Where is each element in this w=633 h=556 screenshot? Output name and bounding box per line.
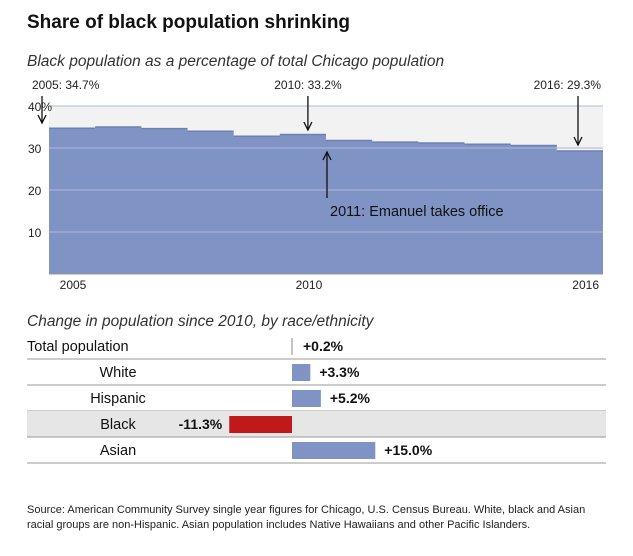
value-label: +15.0% xyxy=(384,442,432,458)
annotation-2010-arrow-head xyxy=(303,121,313,132)
chart-title: Share of black population shrinking xyxy=(27,12,351,33)
annotation-2005: 2005: 34.7% xyxy=(32,78,100,92)
annotation-2010: 2010: 33.2% xyxy=(274,78,342,92)
category-label: Hispanic xyxy=(90,391,146,407)
bar xyxy=(292,442,376,459)
bar xyxy=(229,416,292,433)
source-note: Source: American Community Survey single… xyxy=(27,504,586,531)
y-tick-label: 40% xyxy=(28,100,52,114)
category-label: Total population xyxy=(27,339,129,355)
value-label: +0.2% xyxy=(303,338,344,354)
annotation-2016-arrow-head xyxy=(573,136,583,147)
y-tick-label: 10 xyxy=(28,226,42,240)
area-series xyxy=(49,127,603,274)
category-label: Black xyxy=(100,417,136,433)
area-chart-subtitle: Black population as a percentage of tota… xyxy=(27,53,445,70)
bar xyxy=(292,390,321,407)
value-label: +5.2% xyxy=(330,390,371,406)
y-tick-label: 30 xyxy=(28,142,42,156)
bar xyxy=(292,364,311,381)
y-tick-label: 20 xyxy=(28,184,42,198)
annotation-2011-arrow-head xyxy=(322,150,332,161)
x-tick-label: 2016 xyxy=(572,278,599,292)
bar-chart: Total population +0.2% White +3.3% Hispanic +… xyxy=(27,338,606,464)
highlight-row-bg xyxy=(27,411,606,437)
value-label: +3.3% xyxy=(319,364,360,380)
category-label: White xyxy=(99,365,136,381)
annotation-2016: 2016: 29.3% xyxy=(534,78,602,92)
annotation-2005-arrow-head xyxy=(37,114,47,125)
x-tick-label: 2005 xyxy=(60,278,87,292)
area-chart: 10 20 30 40% 2005 2010 2016 2005: 34.7% 2010: 33… xyxy=(28,78,603,292)
annotation-2011: 2011: Emanuel takes office xyxy=(330,204,504,220)
value-label: -11.3% xyxy=(179,416,223,432)
category-label: Asian xyxy=(100,443,136,459)
bar-chart-subtitle: Change in population since 2010, by race… xyxy=(27,313,374,330)
x-tick-label: 2010 xyxy=(296,278,323,292)
